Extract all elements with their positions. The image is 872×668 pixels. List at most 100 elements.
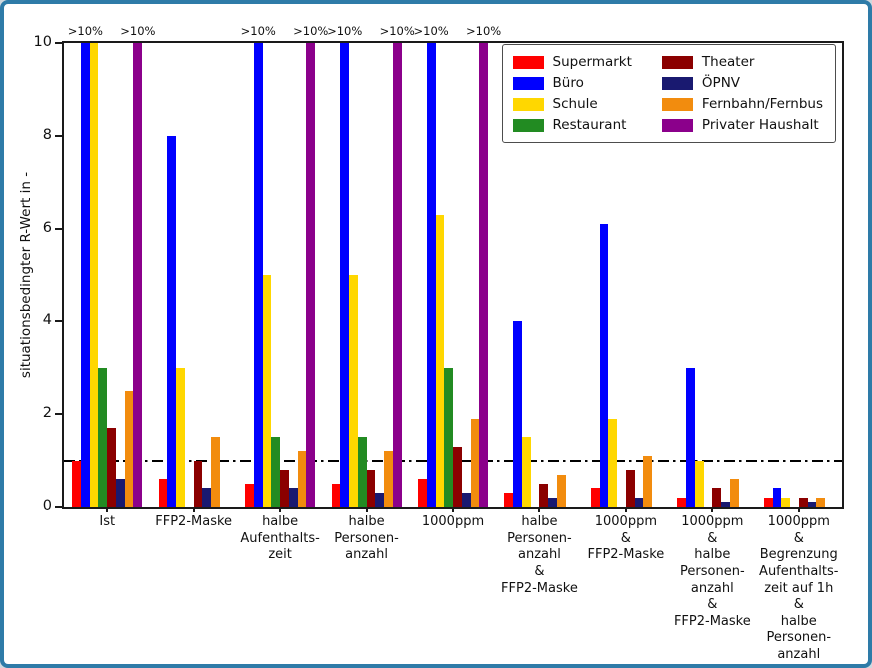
x-tick-mark	[624, 507, 627, 512]
x-tick-label-2: FFP2-Maske	[155, 514, 233, 529]
bar-theater	[280, 469, 289, 507]
bar-fernbahn-fernbus	[297, 451, 307, 507]
x-tick-mark	[279, 507, 282, 512]
bar-supermarkt	[72, 460, 81, 507]
bar-fernbahn-fernbus	[384, 451, 393, 507]
legend-swatch-privater-haushalt	[661, 118, 693, 132]
y-tick-label-8: 8	[42, 126, 52, 143]
bar-fernbahn-fernbus	[643, 455, 653, 507]
bar-supermarkt	[245, 483, 254, 507]
bar-b-ro	[167, 135, 177, 507]
legend: Supermarkt Büro Schule Restaurant Theater ÖPN…	[501, 44, 836, 143]
bar-supermarkt	[158, 479, 168, 507]
legend-label: Büro	[552, 75, 584, 91]
y-tick-mark	[55, 413, 62, 416]
legend-label: Fernbahn/Fernbus	[701, 96, 823, 112]
bar-schule	[262, 275, 272, 507]
bar-pnv	[375, 493, 385, 507]
bar-restaurant	[444, 367, 453, 507]
bar-supermarkt	[763, 497, 773, 507]
legend-swatch-schule	[512, 97, 544, 111]
x-tick-label-7: 1000ppm & FFP2-Maske	[587, 514, 665, 563]
x-tick-mark	[365, 507, 368, 512]
bar-supermarkt	[504, 493, 514, 507]
legend-swatch-restaurant	[512, 118, 544, 132]
bar-schule	[435, 214, 445, 507]
bar-group-8	[677, 43, 747, 507]
legend-item-fernbahn-fernbus: Fernbahn/Fernbus	[661, 96, 823, 112]
exceed-annotation: >10%	[120, 24, 156, 38]
bar-restaurant	[98, 367, 108, 507]
bar-group-4: >10% >10%	[327, 24, 415, 507]
x-tick-mark	[452, 507, 454, 512]
bar-b-ro	[686, 367, 695, 507]
bar-b-ro: >10%	[241, 24, 276, 507]
bar-theater	[712, 488, 722, 507]
bar-pnv	[461, 493, 471, 507]
bar-theater	[107, 428, 116, 507]
bar-schule	[694, 460, 704, 507]
bar-schule	[521, 437, 531, 507]
legend-label: Theater	[701, 54, 755, 70]
bar-restaurant	[271, 437, 281, 507]
bar-supermarkt	[677, 497, 687, 507]
y-tick-label-10: 10	[33, 34, 52, 50]
bar-pnv	[721, 502, 730, 507]
x-tick-mark	[538, 507, 541, 512]
x-tick-mark	[711, 507, 714, 512]
legend-item-supermarkt: Supermarkt	[512, 54, 632, 70]
legend-item-theater: Theater	[661, 54, 823, 70]
bar-privater-haushalt: >10%	[380, 24, 415, 507]
x-tick-label-9: 1000ppm & Begrenzung Aufenthalts- zeit a…	[759, 514, 839, 664]
bar-group-5: >10% >10%	[414, 24, 501, 507]
legend-swatch-pnv	[661, 76, 693, 90]
bar-schule	[608, 418, 618, 507]
y-tick-mark	[55, 320, 62, 323]
bar-supermarkt	[590, 488, 600, 507]
bar-restaurant	[357, 437, 367, 507]
bar-privater-haushalt: >10%	[293, 24, 328, 507]
legend-item-pnv: ÖPNV	[661, 75, 823, 91]
bar-theater	[453, 446, 462, 507]
exceed-annotation: >10%	[327, 24, 363, 38]
x-tick-label-5: 1000ppm	[421, 514, 485, 529]
bar-pnv	[807, 502, 817, 507]
bar-fernbahn-fernbus	[729, 479, 739, 507]
bar-pnv	[288, 488, 298, 507]
x-tick-mark	[106, 507, 109, 512]
bar-schule	[781, 497, 791, 507]
legend-swatch-supermarkt	[512, 55, 544, 69]
bar-supermarkt	[418, 479, 427, 507]
x-tick-label-4: halbe Personen- anzahl	[334, 514, 399, 563]
y-tick-mark	[55, 506, 62, 508]
legend-item-schule: Schule	[512, 96, 632, 112]
bar-pnv	[548, 497, 557, 507]
bar-theater	[366, 469, 376, 507]
x-tick-label-8: 1000ppm & halbe Personen- anzahl & FFP2-…	[673, 514, 751, 629]
bar-fernbahn-fernbus	[470, 418, 480, 507]
legend-label: Supermarkt	[552, 54, 632, 70]
legend-label: Restaurant	[552, 117, 627, 133]
bar-schule	[89, 43, 99, 507]
bar-privater-haushalt: >10%	[466, 24, 501, 507]
bar-privater-haushalt: >10%	[120, 24, 155, 507]
bar-fernbahn-fernbus	[556, 474, 566, 507]
y-tick-label-6: 6	[42, 219, 52, 236]
bar-b-ro	[513, 321, 522, 507]
bar-b-ro: >10%	[414, 24, 449, 507]
y-tick-label-4: 4	[42, 312, 52, 329]
legend-swatch-fernbahn-fernbus	[661, 97, 693, 111]
x-tick-label-6: halbe Personen- anzahl & FFP2-Maske	[501, 514, 578, 596]
y-axis-title: situationsbedingter R-Wert in -	[18, 171, 34, 379]
bar-theater	[798, 497, 808, 507]
bar-group-2	[158, 43, 229, 507]
legend-item-b-ro: Büro	[512, 75, 632, 91]
bar-group-3: >10% >10%	[241, 24, 328, 507]
legend-item-restaurant: Restaurant	[512, 117, 632, 133]
x-tick-mark	[192, 507, 195, 512]
exceed-annotation: >10%	[466, 24, 502, 38]
legend-swatch-b-ro	[512, 76, 544, 90]
bar-b-ro	[772, 488, 782, 507]
y-tick-mark	[55, 42, 62, 44]
bar-pnv	[634, 497, 644, 507]
